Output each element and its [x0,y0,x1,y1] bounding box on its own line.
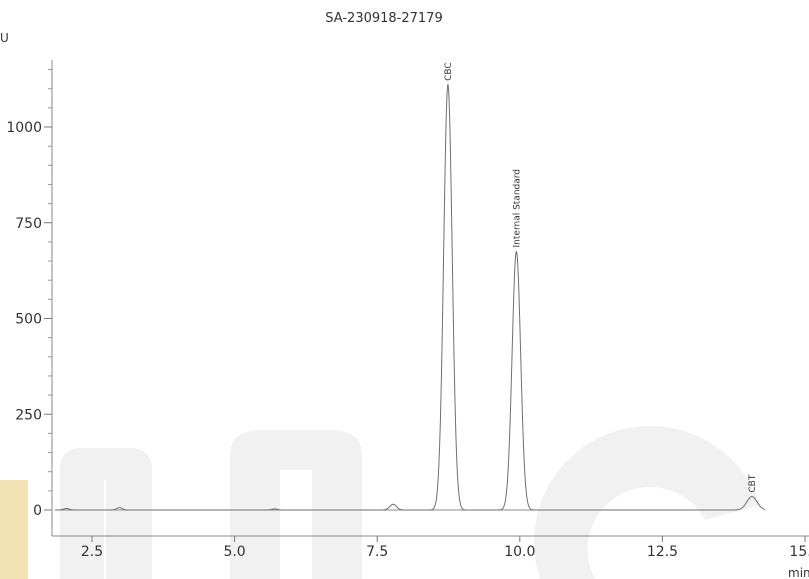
watermark-logo [0,425,760,579]
y-tick-label: 500 [15,312,42,328]
x-tick-label: 10.0 [504,544,535,560]
watermark-shape-3 [533,425,760,579]
watermark-bar [0,480,28,579]
y-tick-label: 750 [15,216,42,232]
peak-labels: CBC Internal Standard CBT [444,62,758,492]
x-tick-label: 15.0 [789,544,809,560]
x-tick-label: 7.5 [366,544,388,560]
y-tick-label: 0 [33,503,42,519]
x-axis-ticks: 2.5 5.0 7.5 10.0 12.5 15.0 [81,536,809,560]
x-axis-unit-label: min [788,566,809,579]
chart-title: SA-230918-27179 [325,11,442,26]
x-tick-label: 2.5 [81,544,103,560]
y-axis-minor-ticks [48,69,52,492]
x-tick-label: 5.0 [223,544,245,560]
watermark-shape-2 [230,430,362,579]
peak-label: Internal Standard [512,169,522,248]
y-tick-label: 250 [15,407,42,423]
watermark-shape-1 [60,448,152,579]
y-axis-unit-label: U [0,31,9,45]
peak-label: CBT [748,474,758,492]
y-axis-ticks: 0 250 500 750 1000 [6,120,52,519]
peak-label: CBC [444,62,454,81]
x-tick-label: 12.5 [647,544,678,560]
chromatogram-trace [54,83,766,511]
y-tick-label: 1000 [6,120,42,136]
